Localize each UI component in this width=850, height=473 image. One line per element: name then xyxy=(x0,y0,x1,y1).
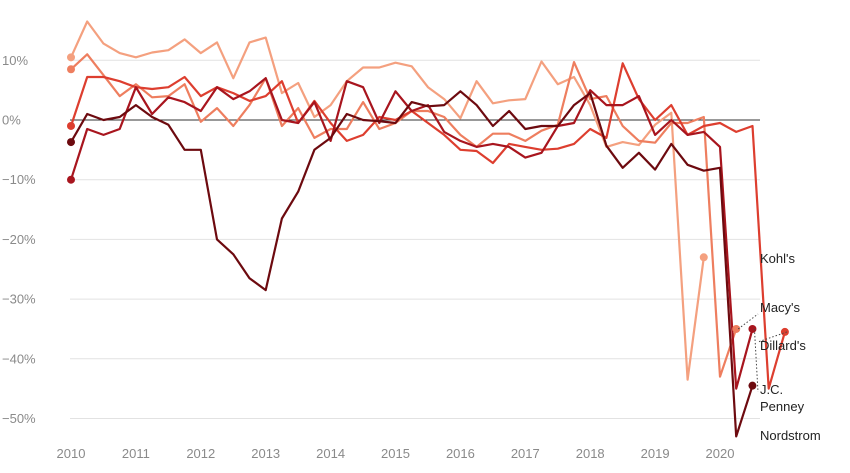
end-label: Nordstrom xyxy=(760,428,821,443)
series-endpoint-markers xyxy=(67,53,789,390)
x-tick-label: 2015 xyxy=(381,446,410,461)
series-line-kohl-s xyxy=(69,20,705,381)
series-end-marker-j-c-penney xyxy=(748,324,757,333)
y-tick-label: −50% xyxy=(2,411,36,426)
series-end-marker-nordstrom xyxy=(748,381,757,390)
series-line-macy-s xyxy=(69,53,738,378)
y-tick-label: −30% xyxy=(2,292,36,307)
x-tick-label: 2011 xyxy=(122,446,150,461)
series-end-labels: Kohl's Macy's Dillard's J.C. Penney Nordstrom xyxy=(737,251,821,443)
series-line-dillard-s xyxy=(69,62,786,390)
y-tick-label: −10% xyxy=(2,172,36,187)
x-tick-label: 2010 xyxy=(57,446,86,461)
x-tick-label: 2013 xyxy=(251,446,280,461)
x-tick-label: 2014 xyxy=(316,446,345,461)
end-label: Dillard's xyxy=(760,338,806,353)
series-end-marker-dillard-s xyxy=(780,327,789,336)
end-label: Macy's xyxy=(760,300,801,315)
end-label: Penney xyxy=(760,399,805,414)
series-start-marker-j-c-penney xyxy=(67,175,75,184)
x-axis-tick-labels: 2010 2011 2012 2013 2014 2015 2016 2017 2018 2019… xyxy=(57,446,735,461)
series-line-j-c-penney xyxy=(69,77,754,390)
y-tick-label: −20% xyxy=(2,232,36,247)
series-lines xyxy=(69,20,786,438)
series-end-marker-macy-s xyxy=(732,324,741,333)
label-leader-line xyxy=(737,313,759,330)
x-tick-label: 2017 xyxy=(511,446,540,461)
label-leader-line xyxy=(757,331,788,343)
series-end-marker-kohl-s xyxy=(699,253,708,262)
x-tick-label: 2012 xyxy=(186,446,215,461)
series-start-marker-macy-s xyxy=(67,65,75,74)
x-tick-label: 2019 xyxy=(641,446,670,461)
end-label: Kohl's xyxy=(760,251,796,266)
y-tick-label: 0% xyxy=(2,113,21,128)
y-tick-label: −40% xyxy=(2,351,36,366)
grid-lines xyxy=(70,59,760,419)
series-line-nordstrom xyxy=(69,90,754,438)
series-start-marker-nordstrom xyxy=(67,138,75,147)
series-start-marker-kohl-s xyxy=(67,53,75,62)
end-label: J.C. xyxy=(760,382,783,397)
x-tick-label: 2018 xyxy=(576,446,605,461)
label-leader-line xyxy=(753,328,759,393)
series-start-marker-dillard-s xyxy=(67,121,75,130)
x-tick-label: 2020 xyxy=(706,446,735,461)
y-tick-label: 10% xyxy=(2,53,28,68)
x-tick-label: 2016 xyxy=(446,446,475,461)
y-axis-tick-labels: 10% 0% −10% −20% −30% −40% −50% xyxy=(2,53,36,426)
